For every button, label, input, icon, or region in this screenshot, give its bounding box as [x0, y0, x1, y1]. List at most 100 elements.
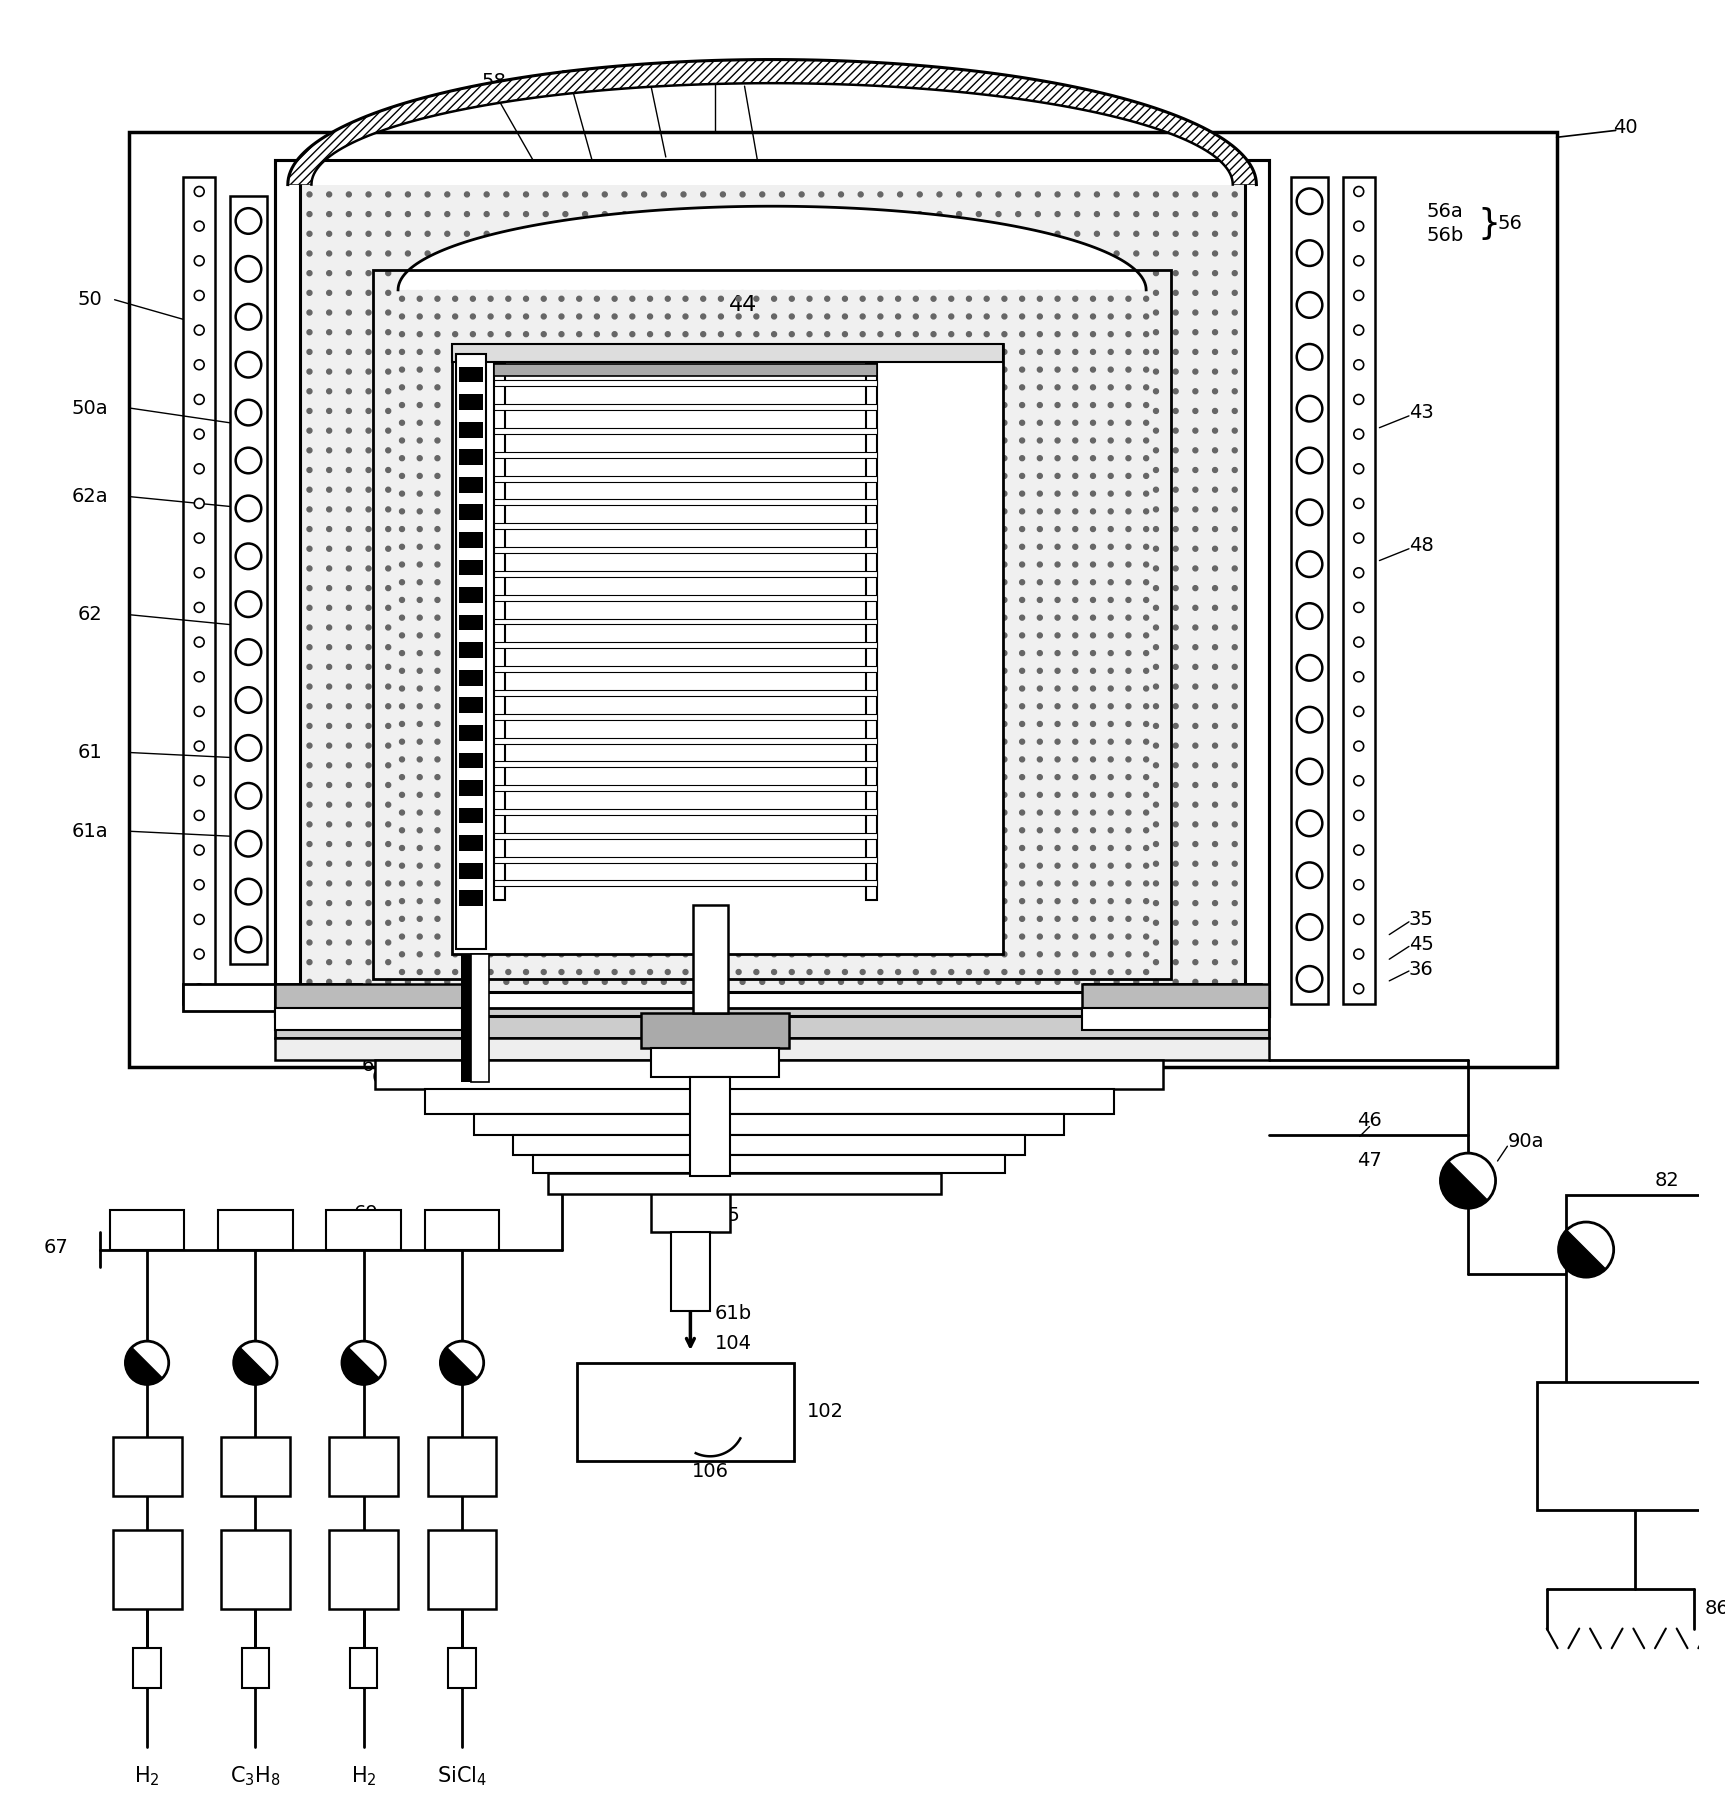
Circle shape: [1002, 704, 1007, 708]
Circle shape: [819, 979, 825, 985]
Circle shape: [326, 211, 331, 217]
Circle shape: [405, 763, 411, 768]
Circle shape: [347, 921, 352, 925]
Circle shape: [754, 810, 759, 815]
Circle shape: [326, 743, 331, 748]
Circle shape: [1194, 901, 1197, 906]
Circle shape: [366, 606, 371, 610]
Circle shape: [642, 664, 647, 670]
Circle shape: [1090, 315, 1095, 318]
Circle shape: [505, 899, 511, 903]
Circle shape: [700, 297, 706, 300]
Circle shape: [1075, 921, 1080, 925]
Circle shape: [976, 508, 982, 511]
Circle shape: [1090, 668, 1095, 673]
Circle shape: [583, 428, 588, 433]
Circle shape: [452, 899, 457, 903]
Circle shape: [771, 315, 776, 318]
Circle shape: [307, 881, 312, 886]
Circle shape: [825, 810, 830, 815]
Circle shape: [464, 901, 469, 906]
Circle shape: [859, 468, 862, 473]
Circle shape: [771, 491, 776, 497]
Circle shape: [1173, 329, 1178, 335]
Circle shape: [966, 297, 971, 300]
Circle shape: [400, 828, 404, 834]
Circle shape: [661, 901, 666, 906]
Circle shape: [326, 369, 331, 375]
Text: 79: 79: [450, 1562, 474, 1580]
Circle shape: [485, 644, 490, 650]
Circle shape: [445, 526, 450, 531]
Circle shape: [913, 970, 918, 974]
Circle shape: [895, 297, 900, 300]
Circle shape: [583, 468, 588, 473]
Circle shape: [859, 291, 862, 295]
Circle shape: [1232, 606, 1237, 610]
Circle shape: [542, 562, 547, 568]
Circle shape: [1056, 349, 1061, 355]
Circle shape: [1090, 863, 1095, 868]
Circle shape: [790, 704, 794, 708]
Circle shape: [949, 297, 954, 300]
Circle shape: [1094, 309, 1099, 315]
Circle shape: [1035, 763, 1040, 768]
Circle shape: [825, 650, 830, 655]
Circle shape: [1194, 369, 1197, 375]
Circle shape: [700, 384, 706, 389]
Circle shape: [1107, 562, 1113, 568]
Circle shape: [771, 402, 776, 408]
Circle shape: [445, 488, 450, 491]
Circle shape: [666, 828, 671, 834]
Circle shape: [1094, 644, 1099, 650]
Circle shape: [1144, 384, 1149, 389]
Circle shape: [754, 384, 759, 389]
Circle shape: [740, 211, 745, 217]
Circle shape: [562, 508, 568, 511]
Circle shape: [562, 921, 568, 925]
Circle shape: [661, 408, 666, 413]
Circle shape: [405, 211, 411, 217]
Circle shape: [957, 901, 961, 906]
Circle shape: [799, 606, 804, 610]
Circle shape: [642, 488, 647, 491]
Circle shape: [838, 526, 844, 531]
Circle shape: [542, 526, 547, 531]
Circle shape: [576, 297, 581, 300]
Circle shape: [612, 315, 618, 318]
Circle shape: [799, 191, 804, 197]
Circle shape: [405, 271, 411, 275]
Circle shape: [842, 846, 847, 850]
Circle shape: [985, 315, 988, 318]
Circle shape: [405, 823, 411, 826]
Circle shape: [488, 686, 493, 692]
Circle shape: [386, 408, 390, 413]
Circle shape: [1035, 664, 1040, 670]
Circle shape: [1194, 959, 1197, 965]
Circle shape: [700, 291, 706, 295]
Circle shape: [1056, 633, 1061, 637]
Circle shape: [1154, 488, 1159, 491]
Circle shape: [859, 959, 862, 965]
Circle shape: [1173, 743, 1178, 748]
Circle shape: [1154, 389, 1159, 393]
Circle shape: [1114, 724, 1120, 728]
Circle shape: [932, 491, 937, 497]
Circle shape: [740, 271, 745, 275]
Circle shape: [417, 899, 423, 903]
Circle shape: [859, 861, 862, 866]
Circle shape: [542, 510, 547, 513]
Circle shape: [1016, 959, 1021, 965]
Circle shape: [681, 783, 687, 788]
Bar: [459, 450, 483, 466]
Circle shape: [754, 510, 759, 513]
Circle shape: [452, 526, 457, 531]
Circle shape: [236, 832, 260, 857]
Circle shape: [1114, 841, 1120, 846]
Circle shape: [1107, 757, 1113, 763]
Circle shape: [754, 544, 759, 550]
Circle shape: [326, 684, 331, 690]
Circle shape: [807, 597, 812, 602]
Circle shape: [859, 979, 862, 985]
Circle shape: [700, 448, 706, 453]
